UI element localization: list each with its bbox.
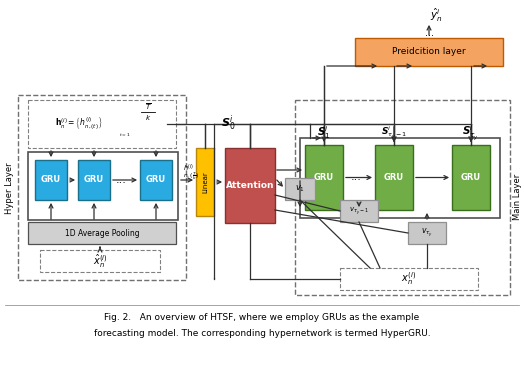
FancyBboxPatch shape xyxy=(355,38,503,66)
Text: $h^{(i)}$: $h^{(i)}$ xyxy=(183,162,194,174)
Text: GRU: GRU xyxy=(146,176,166,184)
Text: $\boldsymbol{S}^i_0$: $\boldsymbol{S}^i_0$ xyxy=(221,113,235,133)
Text: ...: ... xyxy=(116,175,126,185)
FancyBboxPatch shape xyxy=(305,145,343,210)
Text: $n,(\frac{T}{k})$: $n,(\frac{T}{k})$ xyxy=(183,170,199,182)
FancyBboxPatch shape xyxy=(300,138,500,218)
Text: $v_1$: $v_1$ xyxy=(295,184,305,194)
FancyBboxPatch shape xyxy=(340,200,378,222)
FancyBboxPatch shape xyxy=(35,160,67,200)
FancyBboxPatch shape xyxy=(340,268,478,290)
Text: $v_{\tau_y-1}$: $v_{\tau_y-1}$ xyxy=(349,205,369,217)
Text: Attention: Attention xyxy=(226,181,274,190)
Text: $\boldsymbol{S}^i_1$: $\boldsymbol{S}^i_1$ xyxy=(317,125,331,141)
FancyBboxPatch shape xyxy=(285,178,315,200)
Text: GRU: GRU xyxy=(41,176,61,184)
FancyBboxPatch shape xyxy=(78,160,110,200)
Text: ...: ... xyxy=(424,28,433,38)
FancyBboxPatch shape xyxy=(196,148,214,216)
FancyBboxPatch shape xyxy=(375,145,413,210)
Text: ...: ... xyxy=(351,173,362,183)
Text: $\hat{x}_n^{(i)}$: $\hat{x}_n^{(i)}$ xyxy=(93,252,107,270)
FancyBboxPatch shape xyxy=(408,222,446,244)
FancyBboxPatch shape xyxy=(28,152,178,220)
Text: 1D Average Pooling: 1D Average Pooling xyxy=(64,229,139,237)
FancyBboxPatch shape xyxy=(295,100,510,295)
FancyBboxPatch shape xyxy=(452,145,490,210)
Text: $x_n^{(i)}$: $x_n^{(i)}$ xyxy=(401,270,417,287)
FancyBboxPatch shape xyxy=(40,250,160,272)
Text: Linear: Linear xyxy=(202,171,208,193)
Text: $\mathbf{h}_n^{(i)}=\left\{h^{(i)}_{n,(t)}\right\}$: $\mathbf{h}_n^{(i)}=\left\{h^{(i)}_{n,(t… xyxy=(55,116,103,132)
FancyBboxPatch shape xyxy=(28,100,176,148)
Text: $\boldsymbol{S}^i_{\tau_y}$: $\boldsymbol{S}^i_{\tau_y}$ xyxy=(463,123,479,142)
Text: GRU: GRU xyxy=(84,176,104,184)
Text: Hyper Layer: Hyper Layer xyxy=(5,162,15,214)
Text: forecasting model. The corresponding hypernetwork is termed HyperGRU.: forecasting model. The corresponding hyp… xyxy=(94,329,430,337)
FancyBboxPatch shape xyxy=(140,160,172,200)
FancyBboxPatch shape xyxy=(18,95,186,280)
Text: $\boldsymbol{S}^i_{\tau_y-1}$: $\boldsymbol{S}^i_{\tau_y-1}$ xyxy=(381,124,407,142)
Text: $\overline{T}$: $\overline{T}$ xyxy=(145,102,151,112)
Text: $\hat{y}^i_n$: $\hat{y}^i_n$ xyxy=(430,6,442,24)
FancyBboxPatch shape xyxy=(28,222,176,244)
Text: ${}_{t=1}$: ${}_{t=1}$ xyxy=(119,131,131,139)
Text: $k$: $k$ xyxy=(145,113,151,123)
Text: Fig. 2.   An overview of HTSF, where we employ GRUs as the example: Fig. 2. An overview of HTSF, where we em… xyxy=(104,314,420,322)
Text: $v_{\tau_y}$: $v_{\tau_y}$ xyxy=(421,227,433,239)
FancyBboxPatch shape xyxy=(225,148,275,223)
Text: Preidcition layer: Preidcition layer xyxy=(392,47,466,57)
Text: GRU: GRU xyxy=(314,173,334,182)
Text: GRU: GRU xyxy=(461,173,481,182)
Text: GRU: GRU xyxy=(384,173,404,182)
Text: Main Layer: Main Layer xyxy=(514,174,522,220)
